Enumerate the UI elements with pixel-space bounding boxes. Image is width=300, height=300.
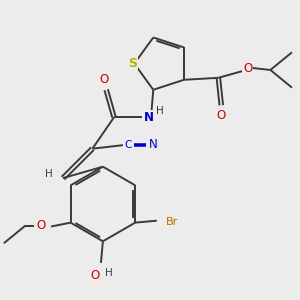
Text: N: N [149,138,158,151]
Text: S: S [128,57,137,70]
Text: O: O [243,61,252,74]
Text: C: C [124,140,131,150]
Text: Br: Br [165,217,178,226]
Text: O: O [90,269,100,282]
Text: O: O [100,74,109,86]
Text: O: O [37,219,46,232]
Text: H: H [45,169,53,179]
Text: H: H [156,106,164,116]
Text: O: O [217,109,226,122]
Text: H: H [105,268,113,278]
Text: N: N [143,111,153,124]
